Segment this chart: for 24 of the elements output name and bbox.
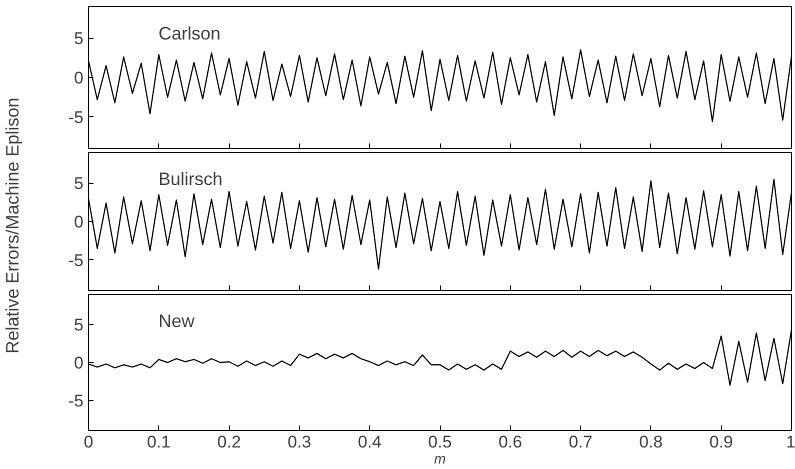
y-tick-label: 5	[74, 316, 84, 335]
x-tick-label: 0.9	[709, 432, 734, 452]
x-tick-label: 0.6	[498, 432, 522, 452]
y-tick-label: -5	[68, 391, 84, 410]
y-tick-label: 0	[74, 212, 84, 232]
x-tick-label: 1	[786, 432, 795, 452]
x-tick-label: 0.7	[568, 432, 592, 452]
x-tick-label: 0.5	[428, 432, 452, 452]
y-tick-label: -5	[68, 250, 84, 270]
x-tick-label: 0.2	[217, 432, 241, 452]
y-tick-label: 0	[74, 354, 84, 372]
annotation: New	[158, 310, 196, 331]
x-axis-title: m	[434, 450, 446, 466]
x-tick-label: 0.1	[146, 432, 171, 452]
y-tick-label: 5	[74, 29, 84, 48]
y-tick-label: 5	[74, 174, 84, 194]
x-tick-label: 0.8	[639, 432, 663, 452]
annotation: Carlson	[158, 24, 221, 44]
x-tick-label: 0.3	[288, 432, 312, 452]
y-axis-title: Relative Errors/Machine Eplison	[2, 98, 22, 354]
x-tick-label: 0.4	[358, 432, 382, 452]
annotation: Bulirsch	[158, 169, 223, 190]
y-tick-label: -5	[68, 108, 84, 127]
y-tick-label: 0	[74, 68, 84, 88]
